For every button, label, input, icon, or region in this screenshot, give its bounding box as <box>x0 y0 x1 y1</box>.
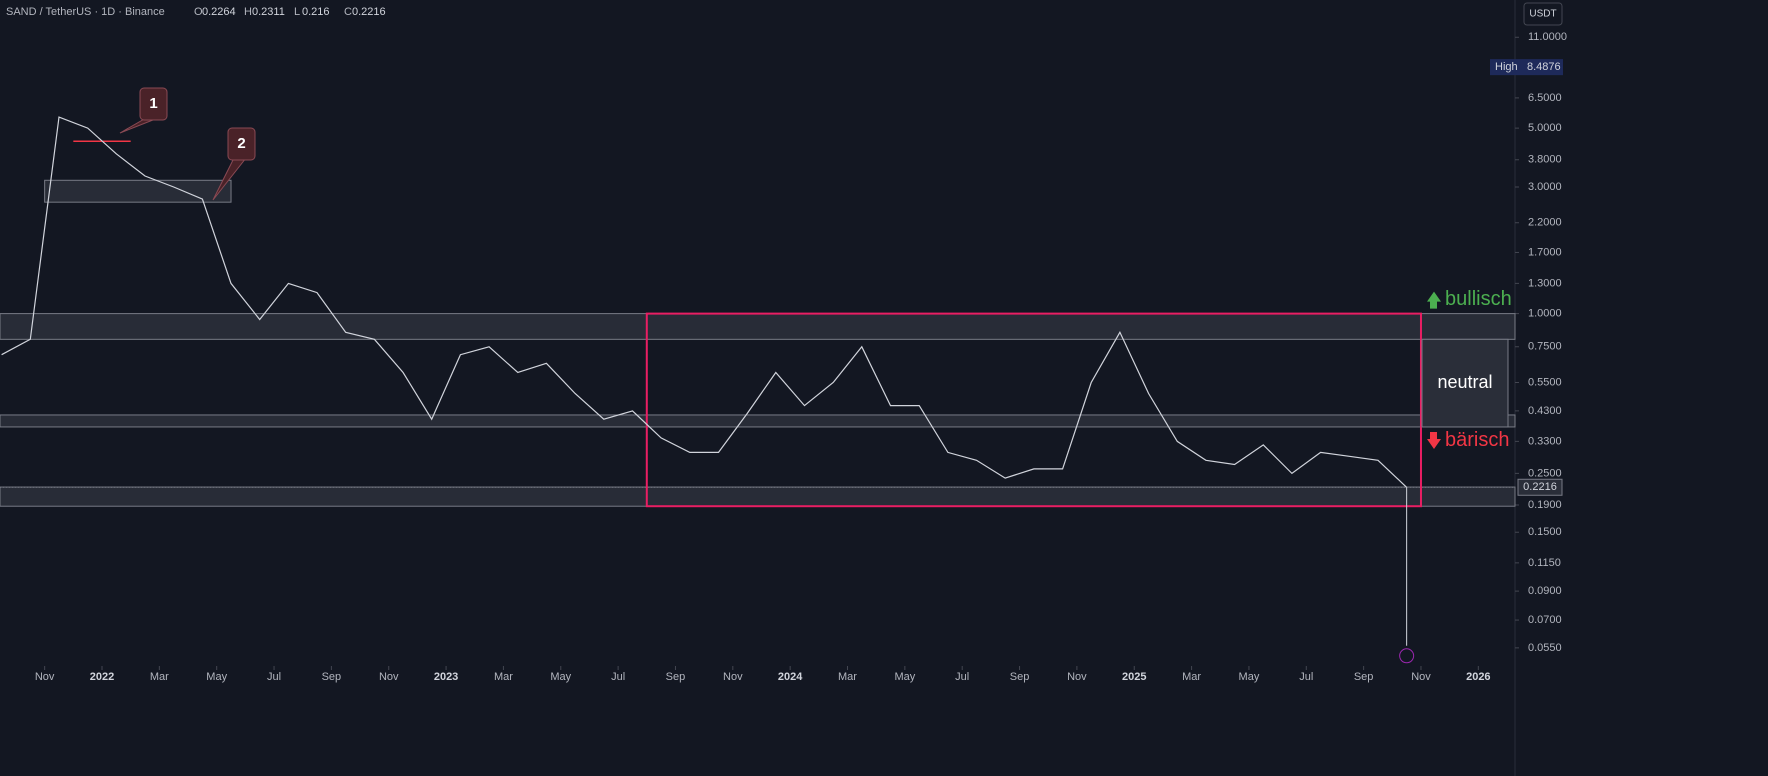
x-tick-label: Jul <box>267 671 281 683</box>
signal-neutral: neutral <box>1437 372 1492 392</box>
x-tick-label: Mar <box>838 671 857 683</box>
y-tick-label: 5.0000 <box>1528 122 1562 134</box>
x-tick-label: Nov <box>35 671 55 683</box>
up-arrow <box>1427 291 1441 309</box>
callout-box <box>139 87 168 121</box>
y-tick-label: 0.1150 <box>1528 557 1561 569</box>
callout-label: 2 <box>237 135 245 152</box>
x-tick-label: 2022 <box>90 671 114 683</box>
callout-label: 1 <box>149 95 157 112</box>
price-line <box>1 116 1408 488</box>
signal-bullish: bullisch <box>1445 288 1512 310</box>
x-tick-label: Sep <box>1354 671 1374 683</box>
y-tick-label: 1.0000 <box>1528 308 1562 320</box>
x-tick-label: Sep <box>666 671 686 683</box>
zone <box>44 179 232 203</box>
y-tick-label: 0.1500 <box>1528 526 1562 538</box>
last-price-box <box>1517 478 1563 496</box>
ohlc-label: O <box>194 6 203 18</box>
x-tick-label: Nov <box>1067 671 1087 683</box>
x-tick-label: Mar <box>150 671 169 683</box>
currency-label: USDT <box>1529 9 1556 20</box>
down-arrow <box>1427 431 1441 449</box>
x-tick-label: May <box>550 671 571 683</box>
ohlc-value: 0.216 <box>302 6 330 18</box>
y-tick-label: 0.0550 <box>1528 642 1562 654</box>
ohlc-label: L <box>294 6 300 18</box>
y-tick-label: 6.5000 <box>1528 92 1562 104</box>
x-tick-label: 2024 <box>778 671 803 683</box>
high-box <box>1490 59 1563 76</box>
y-tick-label: 0.3300 <box>1528 435 1562 447</box>
x-tick-label: 2026 <box>1466 671 1490 683</box>
y-tick-label: 0.5500 <box>1528 376 1562 388</box>
ohlc-value: 0.2216 <box>352 6 386 18</box>
x-tick-label: May <box>894 671 915 683</box>
high-value: 8.4876 <box>1527 61 1561 73</box>
currency-box <box>1523 2 1563 26</box>
y-tick-label: 0.7500 <box>1528 341 1562 353</box>
y-tick-label: 1.3000 <box>1528 277 1562 289</box>
x-tick-label: May <box>206 671 227 683</box>
zone <box>0 313 1516 340</box>
y-tick-label: 0.4300 <box>1528 405 1562 417</box>
y-tick-label: 3.0000 <box>1528 181 1562 193</box>
y-tick-label: 0.1900 <box>1528 499 1562 511</box>
y-tick-label: 0.0700 <box>1528 614 1562 626</box>
x-tick-label: Mar <box>494 671 513 683</box>
x-tick-label: Jul <box>955 671 969 683</box>
ohlc-label: C <box>344 6 352 18</box>
y-tick-label: 1.7000 <box>1528 246 1562 258</box>
last-price-label: 0.2216 <box>1523 481 1557 493</box>
x-tick-label: 2023 <box>434 671 458 683</box>
symbol-title: SAND / TetherUS · 1D · Binance <box>6 6 165 18</box>
x-tick-label: 2025 <box>1122 671 1146 683</box>
y-tick-label: 2.2000 <box>1528 217 1562 229</box>
ohlc-value: 0.2264 <box>202 6 236 18</box>
y-tick-label: 11.0000 <box>1528 31 1567 43</box>
zone <box>0 486 1516 507</box>
x-tick-label: Jul <box>1299 671 1313 683</box>
x-tick-label: Nov <box>379 671 399 683</box>
x-tick-label: Jul <box>611 671 625 683</box>
y-tick-label: 3.8000 <box>1528 154 1562 166</box>
x-tick-label: Sep <box>322 671 342 683</box>
y-tick-label: 0.0900 <box>1528 585 1562 597</box>
x-tick-label: Mar <box>1182 671 1201 683</box>
neutral-box <box>1421 338 1509 428</box>
ohlc-value: 0.2311 <box>252 6 285 18</box>
signal-bearish: bärisch <box>1445 429 1509 451</box>
event-icon <box>1399 648 1415 664</box>
y-tick-label: 0.2500 <box>1528 467 1562 479</box>
x-tick-label: Nov <box>723 671 743 683</box>
x-tick-label: Sep <box>1010 671 1030 683</box>
callout-box <box>227 127 256 161</box>
x-tick-label: May <box>1239 671 1260 683</box>
x-tick-label: Nov <box>1411 671 1431 683</box>
high-label: High <box>1495 61 1518 73</box>
zone <box>0 414 1516 428</box>
range-box <box>645 312 1422 508</box>
ohlc-label: H <box>244 6 252 18</box>
